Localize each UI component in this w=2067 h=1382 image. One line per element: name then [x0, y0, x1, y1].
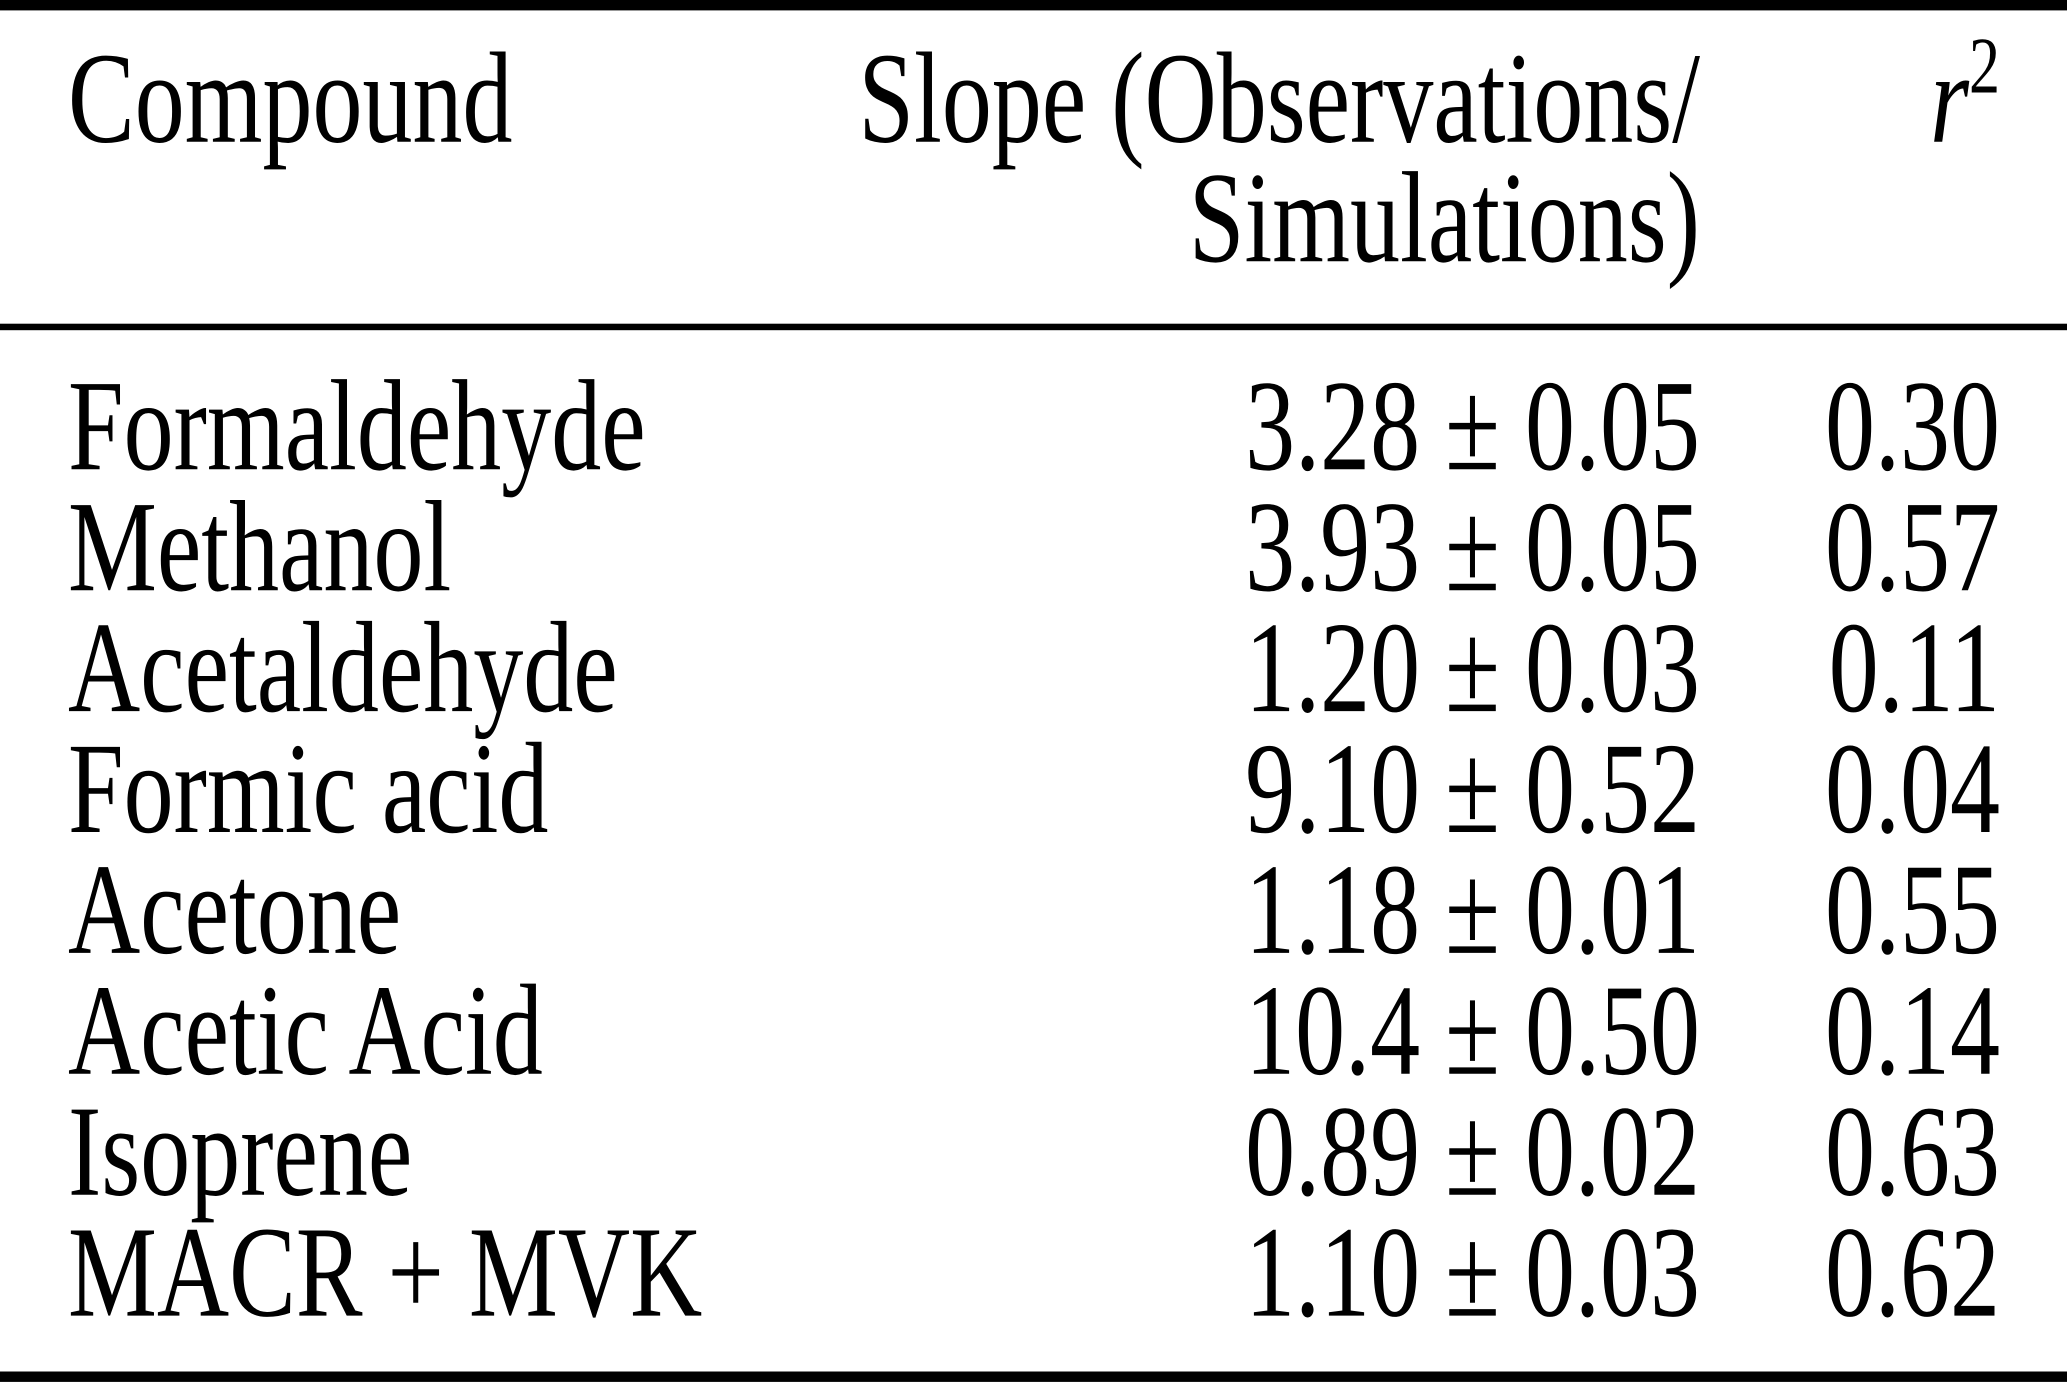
r2-symbol: r [1930, 26, 1969, 171]
table-row: MACR + MVK 1.10 ± 0.03 0.62 [0, 1199, 2067, 1345]
slope-cell: 0.89 ± 0.02 [1245, 1079, 1700, 1224]
bottom-rule [0, 1371, 2067, 1382]
col-header-r2: r2 [1700, 26, 2067, 324]
r2-exponent: 2 [1969, 22, 2000, 111]
col-header-slope-line1: Slope (Observations/ [858, 26, 1700, 171]
header-rule [0, 323, 2067, 331]
col-header-slope: Slope (Observations/ Simulations) [740, 26, 1700, 324]
compound-cell: Formaldehyde [68, 353, 646, 498]
r2-cell: 0.62 [1825, 1199, 2000, 1345]
slope-cell: 10.4 ± 0.50 [1245, 958, 1700, 1103]
r2-cell: 0.14 [1825, 958, 2000, 1103]
table-row: Acetic Acid 10.4 ± 0.50 0.14 [0, 958, 2067, 1103]
slope-cell: 1.10 ± 0.03 [1245, 1199, 1700, 1345]
col-header-compound: Compound [68, 26, 513, 171]
r2-cell: 0.57 [1825, 474, 2000, 619]
compound-cell: Formic acid [68, 716, 549, 861]
slope-cell: 3.28 ± 0.05 [1245, 353, 1700, 498]
table-body: Formaldehyde 3.28 ± 0.05 0.30 Methanol 3… [0, 330, 2067, 1371]
compound-cell: MACR + MVK [68, 1199, 703, 1345]
compound-cell: Methanol [68, 474, 452, 619]
compound-cell: Acetaldehyde [68, 595, 618, 740]
table-row: Methanol 3.93 ± 0.05 0.57 [0, 474, 2067, 619]
table-row: Formaldehyde 3.28 ± 0.05 0.30 [0, 353, 2067, 498]
r2-cell: 0.55 [1825, 837, 2000, 982]
slope-cell: 1.20 ± 0.03 [1245, 595, 1700, 740]
r2-cell: 0.30 [1825, 353, 2000, 498]
r2-cell: 0.04 [1825, 716, 2000, 861]
compound-cell: Isoprene [68, 1079, 413, 1224]
slope-cell: 9.10 ± 0.52 [1245, 716, 1700, 861]
r2-cell: 0.11 [1828, 595, 2000, 740]
compound-cell: Acetone [68, 837, 402, 982]
table-row: Isoprene 0.89 ± 0.02 0.63 [0, 1079, 2067, 1224]
table-row: Formic acid 9.10 ± 0.52 0.04 [0, 716, 2067, 861]
r2-cell: 0.63 [1825, 1079, 2000, 1224]
slope-cell: 1.18 ± 0.01 [1245, 837, 1700, 982]
table-row: Acetone 1.18 ± 0.01 0.55 [0, 837, 2067, 982]
col-header-slope-line2: Simulations) [1188, 145, 1700, 290]
table-row: Acetaldehyde 1.20 ± 0.03 0.11 [0, 595, 2067, 740]
compound-cell: Acetic Acid [68, 958, 543, 1103]
top-rule [0, 0, 2067, 11]
table-header-row: Compound Slope (Observations/ Simulation… [0, 10, 2067, 323]
slope-cell: 3.93 ± 0.05 [1245, 474, 1700, 619]
